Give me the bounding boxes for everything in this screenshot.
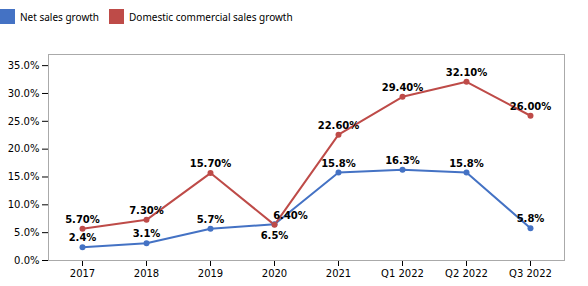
- svg-text:15.70%: 15.70%: [190, 158, 232, 169]
- svg-text:16.3%: 16.3%: [385, 155, 420, 166]
- svg-text:15.0%: 15.0%: [8, 171, 40, 182]
- svg-text:Q1 2022: Q1 2022: [381, 268, 424, 279]
- svg-text:35.0%: 35.0%: [8, 60, 40, 71]
- html-text:Domestic commercial sales grow: Domestic commercial sales growth: [129, 9, 293, 24]
- svg-text:30.0%: 30.0%: [8, 88, 40, 99]
- svg-text:32.10%: 32.10%: [446, 67, 488, 78]
- svg-text:22.60%: 22.60%: [318, 120, 360, 131]
- svg-text:2.4%: 2.4%: [69, 232, 97, 243]
- svg-text:5.8%: 5.8%: [517, 213, 545, 224]
- svg-text:5.70%: 5.70%: [65, 214, 100, 225]
- svg-text:2017: 2017: [70, 268, 95, 279]
- svg-text:20.0%: 20.0%: [8, 143, 40, 154]
- svg-text:6.5%: 6.5%: [261, 230, 289, 241]
- svg-text:29.40%: 29.40%: [382, 82, 424, 93]
- svg-text:26.00%: 26.00%: [510, 101, 552, 112]
- svg-text:Q3 2022: Q3 2022: [509, 268, 552, 279]
- svg-text:2019: 2019: [198, 268, 223, 279]
- svg-text:5.7%: 5.7%: [197, 214, 225, 225]
- svg-text:15.8%: 15.8%: [321, 158, 356, 169]
- svg-text:0.0%: 0.0%: [14, 255, 39, 266]
- svg-text:3.1%: 3.1%: [133, 228, 161, 239]
- svg-text:6.40%: 6.40%: [273, 210, 308, 221]
- svg-text:2020: 2020: [262, 268, 287, 279]
- svg-text:5.0%: 5.0%: [14, 227, 39, 238]
- svg-text:2021: 2021: [326, 268, 351, 279]
- svg-text:2018: 2018: [134, 268, 159, 279]
- svg-text:15.8%: 15.8%: [449, 158, 484, 169]
- svg-text:Q2 2022: Q2 2022: [445, 268, 488, 279]
- svg-text:25.0%: 25.0%: [8, 116, 40, 127]
- html-text:Net sales growth: Net sales growth: [20, 9, 99, 24]
- svg-text:7.30%: 7.30%: [129, 205, 164, 216]
- svg-text:10.0%: 10.0%: [8, 199, 40, 210]
